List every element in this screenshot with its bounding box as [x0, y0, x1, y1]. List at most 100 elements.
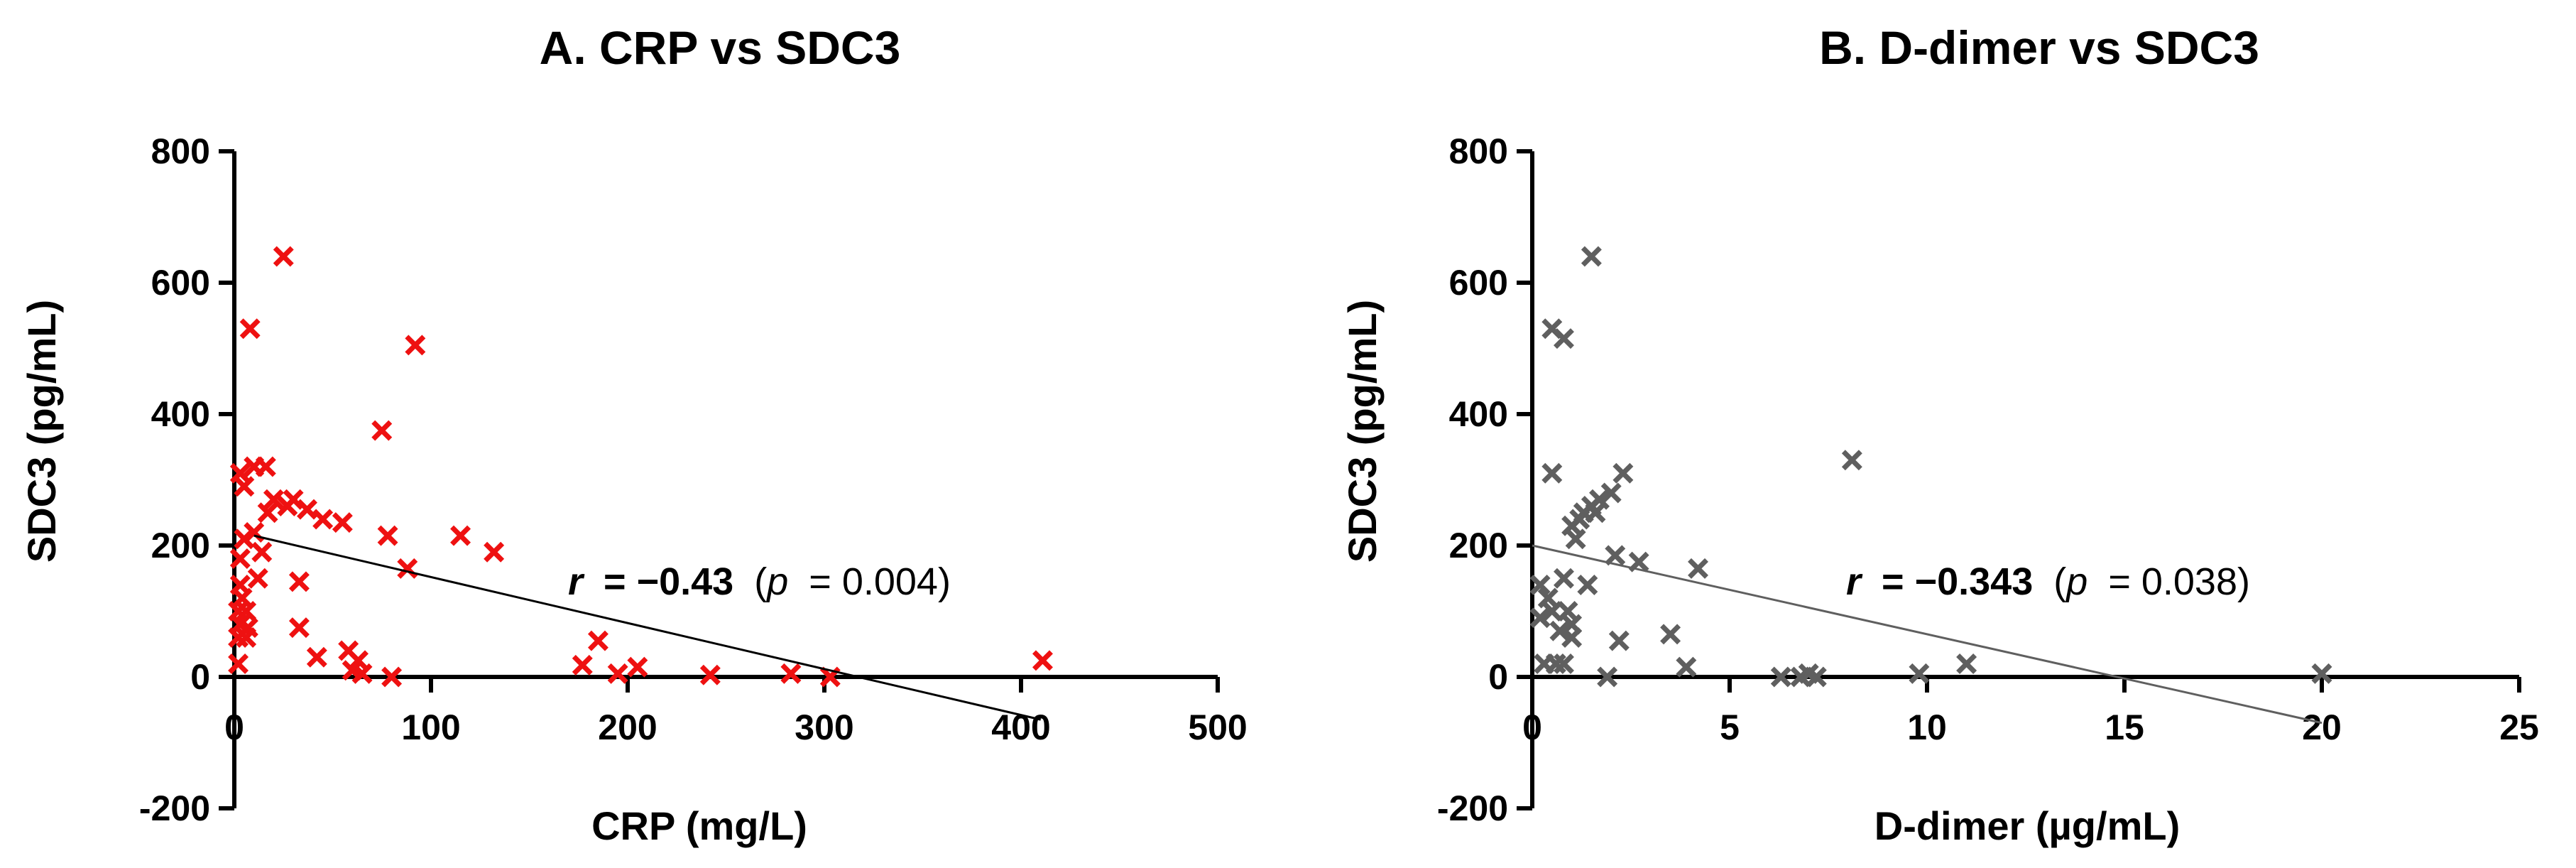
panel-a-title: A. CRP vs SDC3 [540, 21, 901, 74]
panel-a-data-point [306, 646, 327, 668]
panel-a-data-point [288, 617, 310, 639]
panel-a-data-point [229, 548, 251, 569]
panel-a-r-value: = −0.43 [604, 560, 733, 603]
panel-b-data-point [1529, 607, 1551, 629]
panel-b-p-label: p [2065, 560, 2087, 603]
panel-b-data-point [1597, 666, 1618, 688]
panel-a-p-value: = 0.004) [809, 560, 951, 603]
panel-a-data-point [297, 499, 317, 520]
panel-a-data-point [397, 558, 418, 579]
panel-b-data-point [1676, 656, 1697, 678]
panel-b-y-tick-label: -200 [1437, 788, 1508, 828]
panel-b-y-tick-label: 400 [1449, 394, 1508, 434]
panel-a-regression-line [253, 534, 1042, 721]
panel-b-data-point [1612, 462, 1634, 484]
panel-b-data-point [1541, 601, 1563, 622]
panel-a-data-point [263, 489, 284, 510]
panel-a-data-point [348, 650, 369, 671]
panel-b-data-point [1561, 614, 1583, 635]
panel-a-p-open: ( [754, 560, 767, 603]
panel-b-data-point [1600, 482, 1622, 504]
panel-a-data-point [237, 617, 258, 639]
panel-a-data-point [587, 630, 608, 651]
panel-b-r-label: r [1846, 560, 1863, 603]
panel-a-data-point [405, 335, 426, 356]
panel-a-x-axis-label: CRP (mg/L) [591, 803, 807, 848]
panel-b-data-point [1565, 528, 1586, 550]
panel-b-data-point [1541, 462, 1563, 484]
panel-b-y-tick-label: 200 [1449, 526, 1508, 565]
panel-b-y-tick-label: 800 [1449, 131, 1508, 171]
panel-b-title: B. D-dimer vs SDC3 [1819, 21, 2259, 74]
panel-a-data-point [572, 654, 593, 676]
panel-a-data-point [699, 664, 721, 685]
panel-b-annotation: r = −0.343 (p = 0.038) [1846, 560, 2250, 603]
panel-a-points [228, 246, 1053, 688]
panel-a-r-label: r [568, 560, 585, 603]
panel-a-y-tick-label: 0 [190, 657, 210, 697]
panel-b-regression-line [1532, 544, 2323, 725]
panel-b-axes: -200 0 200 400 600 800 0 5 10 15 20 25 [1437, 131, 2539, 828]
panel-a-y-tick-label: 800 [151, 131, 210, 171]
panel-b-chart: B. D-dimer vs SDC3 SDC3 (pg/mL) D-dimer … [1340, 21, 2539, 848]
panel-b-p-value: = 0.038) [2108, 560, 2250, 603]
panel-a-data-point [239, 318, 261, 340]
panel-b-y-tick-label: 600 [1449, 263, 1508, 303]
panel-b-r-value: = −0.343 [1882, 560, 2033, 603]
panel-a-y-axis-label: SDC3 (pg/mL) [19, 300, 64, 563]
panel-b-data-point [1909, 663, 1930, 684]
panel-a-data-point [247, 568, 268, 589]
panel-a-p-label: p [765, 560, 788, 603]
panel-a-data-point [484, 541, 505, 563]
panel-a-y-tick-label: 200 [151, 526, 210, 565]
panel-a-x-tick-label: 400 [991, 707, 1050, 747]
panel-a-data-point [255, 456, 276, 477]
panel-b-x-axis-label: D-dimer (µg/mL) [1874, 803, 2180, 848]
panel-a-x-tick-label: 500 [1188, 707, 1247, 747]
panel-b-data-point [1605, 545, 1626, 566]
panel-b-data-point [1557, 601, 1578, 622]
panel-b-data-point [1529, 575, 1551, 595]
panel-a-data-point [312, 509, 334, 530]
panel-a-data-point [780, 663, 802, 684]
panel-a-data-point [627, 656, 648, 678]
panel-a-data-point [283, 489, 304, 510]
panel-b-data-point [1589, 489, 1610, 510]
panel-a-axes: -200 0 200 400 600 800 0 100 200 300 400 500 [139, 131, 1248, 828]
panel-b-x-tick-label: 25 [2499, 707, 2539, 747]
panel-b-data-point [1554, 653, 1574, 674]
panel-a-y-tick-label: 600 [151, 263, 210, 303]
panel-a-data-point [607, 663, 628, 684]
panel-b-data-point [1956, 653, 1977, 674]
panel-b-x-tick-label: 5 [1720, 707, 1740, 747]
panel-b-x-tick-label: 10 [1907, 707, 1947, 747]
panel-a-data-point [228, 653, 249, 674]
panel-a-data-point [288, 571, 310, 592]
panel-a-data-point [351, 663, 373, 684]
panel-a-data-point [273, 246, 294, 267]
panel-a-data-point [236, 601, 257, 622]
panel-a-data-point [257, 502, 278, 523]
panel-b-data-point [1577, 575, 1598, 595]
panel-b-data-point [1608, 630, 1630, 651]
panel-b-data-point [1554, 568, 1574, 589]
panel-a-data-point [229, 462, 251, 484]
panel-b-data-point [2311, 663, 2332, 684]
panel-a-x-tick-label: 200 [598, 707, 657, 747]
panel-a-chart: A. CRP vs SDC3 SDC3 (pg/mL) CRP (mg/L) -… [19, 21, 1248, 848]
panel-a-y-tick-label: 400 [151, 394, 210, 434]
panel-b-x-tick-label: 0 [1522, 707, 1542, 747]
panel-a-annotation: r = −0.43 (p = 0.004) [568, 560, 951, 603]
panel-b-data-point [1581, 246, 1602, 267]
panel-b-data-point [1537, 587, 1559, 609]
panel-b-x-tick-label: 15 [2105, 707, 2144, 747]
panel-a-data-point [332, 512, 353, 533]
panel-a-data-point [1032, 650, 1053, 671]
panel-a-data-point [450, 525, 471, 546]
panel-b-data-point [1806, 666, 1827, 688]
panel-b-data-point [1660, 624, 1681, 645]
panel-a-data-point [251, 541, 273, 563]
panel-b-data-point [1554, 328, 1574, 349]
panel-b-y-tick-label: 0 [1488, 657, 1508, 697]
